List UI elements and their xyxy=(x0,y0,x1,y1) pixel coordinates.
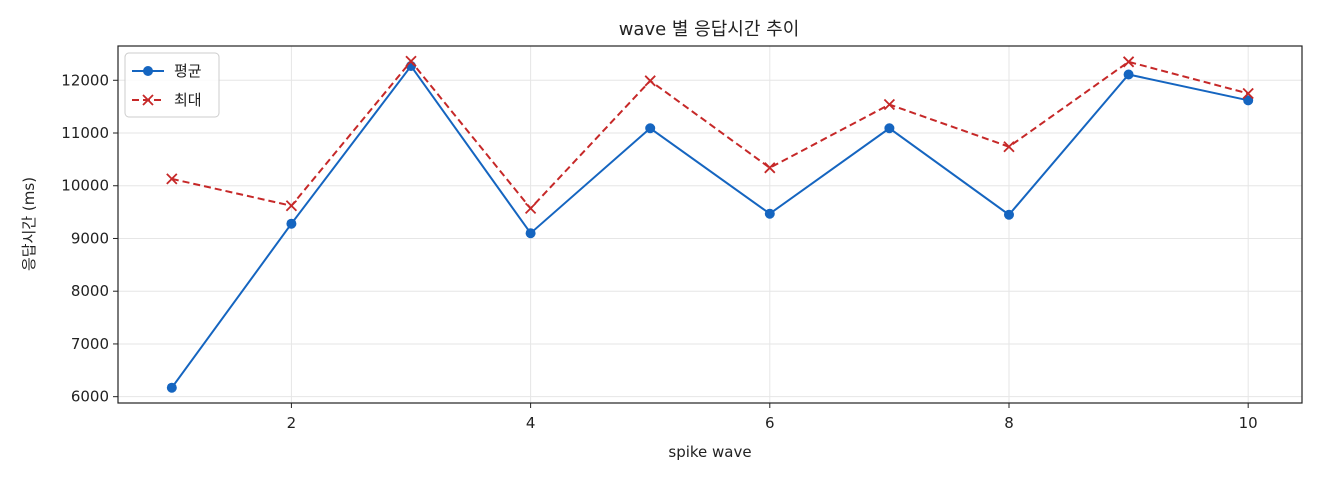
data-point-2 xyxy=(524,202,537,215)
legend-label-1: 평균 xyxy=(174,62,202,80)
y-tick-label: 10000 xyxy=(61,177,109,195)
x-tick-label: 6 xyxy=(765,414,775,432)
y-tick-label: 11000 xyxy=(61,124,109,142)
y-tick-label: 9000 xyxy=(71,229,109,247)
y-axis-label: 응답시간 (ms) xyxy=(20,177,38,271)
data-point-2 xyxy=(1242,87,1254,100)
grid-lines xyxy=(118,46,1302,403)
x-axis: 2 4 6 8 10 xyxy=(287,403,1258,432)
x-tick-label: 8 xyxy=(1004,414,1014,432)
y-axis: 6000 7000 8000 9000 10000 11000 12000 xyxy=(61,71,118,406)
data-point-1 xyxy=(645,123,656,134)
x-axis-label: spike wave xyxy=(668,443,751,461)
x-tick-label: 2 xyxy=(287,414,297,432)
data-point-1 xyxy=(166,382,177,393)
plot-area-frame xyxy=(117,45,1303,404)
data-point-2 xyxy=(285,200,298,212)
data-point-1 xyxy=(1003,209,1014,220)
data-point-2 xyxy=(764,162,776,174)
y-tick-label: 8000 xyxy=(71,282,109,300)
data-point-2 xyxy=(1003,141,1015,153)
data-point-1 xyxy=(884,123,895,134)
y-tick-label: 7000 xyxy=(71,335,109,353)
data-point-2 xyxy=(644,75,656,87)
data-point-2 xyxy=(883,98,896,111)
data-point-1 xyxy=(1243,95,1254,106)
data-point-1 xyxy=(1123,69,1134,80)
series-line-2 xyxy=(171,59,1249,210)
x-tick-label: 4 xyxy=(526,414,536,432)
legend-marker-2 xyxy=(142,94,154,106)
data-point-1 xyxy=(286,218,297,229)
legend-marker-1 xyxy=(143,66,153,76)
y-tick-label: 12000 xyxy=(61,71,109,89)
series-line-1 xyxy=(171,64,1249,389)
chart-title: wave 별 응답시간 추이 xyxy=(619,19,800,40)
x-tick-label: 10 xyxy=(1239,414,1258,432)
data-point-2 xyxy=(1122,56,1135,68)
y-tick-label: 6000 xyxy=(71,388,109,406)
legend-label-2: 최대 xyxy=(174,91,202,109)
legend-box xyxy=(124,52,220,118)
data-point-1 xyxy=(764,208,775,219)
data-point-2 xyxy=(405,55,417,67)
data-point-1 xyxy=(525,228,536,239)
data-point-2 xyxy=(166,173,178,185)
series-layer xyxy=(166,55,1254,393)
